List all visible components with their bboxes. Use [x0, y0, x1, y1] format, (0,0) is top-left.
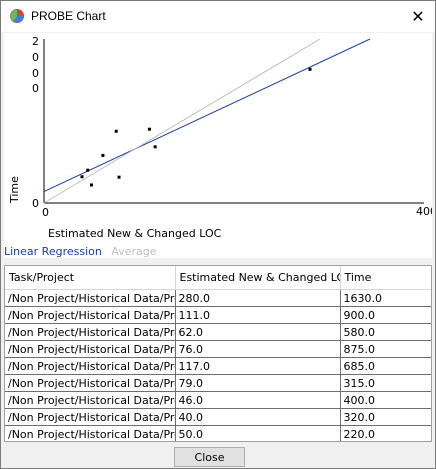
cell-time: 315.0	[340, 374, 431, 392]
cell-time: 875.0	[340, 340, 431, 358]
x-axis-label: Estimated New & Changed LOC	[48, 227, 222, 240]
cell-loc: 111.0	[175, 306, 341, 324]
cell-task-project: /Non Project/Historical Data/Pro...	[5, 340, 176, 358]
linear-regression-line	[43, 38, 371, 192]
data-table: Task/Project Estimated New & Changed LOC…	[5, 266, 431, 441]
x-tick-label: 400	[416, 205, 432, 218]
cell-loc: 46.0	[175, 391, 341, 409]
title-bar: PROBE Chart ✕	[1, 1, 435, 32]
chart-legend: Linear Regression Average	[4, 245, 157, 258]
column-header-loc[interactable]: Estimated New & Changed LOC	[175, 266, 341, 290]
column-header-task-project[interactable]: Task/Project	[5, 266, 176, 290]
x-tick-label: 0	[42, 206, 49, 219]
probe-chart-icon	[10, 9, 24, 23]
y-tick-label: 0	[32, 197, 39, 210]
cell-task-project: /Non Project/Historical Data/Pro...	[5, 289, 176, 307]
cell-task-project: /Non Project/Historical Data/Pro...	[5, 425, 176, 441]
window-title: PROBE Chart	[31, 9, 106, 23]
table-row[interactable]: /Non Project/Historical Data/Pro... 50.0 2…	[5, 425, 431, 441]
cell-loc: 280.0	[175, 289, 341, 307]
cell-task-project: /Non Project/Historical Data/Pro...	[5, 357, 176, 375]
legend-linear-regression[interactable]: Linear Regression	[4, 245, 102, 258]
table-row[interactable]: /Non Project/Historical Data/Pro... 46.0 4…	[5, 391, 431, 409]
button-bar: Close	[1, 442, 435, 468]
y-tick-label: 0	[32, 51, 39, 64]
column-header-time[interactable]: Time	[340, 266, 431, 290]
table-row[interactable]: /Non Project/Historical Data/Pro... 40.0 3…	[5, 408, 431, 426]
cell-time: 580.0	[340, 323, 431, 341]
cell-time: 900.0	[340, 306, 431, 324]
table-row[interactable]: /Non Project/Historical Data/Pro... 280.0…	[5, 289, 431, 307]
legend-average[interactable]: Average	[111, 245, 157, 258]
y-tick-label: 0	[32, 67, 39, 80]
data-point	[117, 175, 121, 179]
cell-task-project: /Non Project/Historical Data/Pro...	[5, 408, 176, 426]
average-line	[43, 38, 321, 204]
cell-loc: 76.0	[175, 340, 341, 358]
close-window-button[interactable]: ✕	[401, 1, 435, 32]
table-row[interactable]: /Non Project/Historical Data/Pro... 76.0 8…	[5, 340, 431, 358]
data-point	[90, 183, 93, 187]
cell-time: 220.0	[340, 425, 431, 441]
close-button[interactable]: Close	[174, 447, 245, 467]
cell-time: 400.0	[340, 391, 431, 409]
table-row[interactable]: /Non Project/Historical Data/Pro... 79.0 3…	[5, 374, 431, 392]
cell-loc: 79.0	[175, 374, 341, 392]
cell-time: 1630.0	[340, 289, 431, 307]
data-point	[80, 175, 84, 179]
cell-task-project: /Non Project/Historical Data/Pro...	[5, 391, 176, 409]
splitter[interactable]	[4, 260, 432, 264]
cell-task-project: /Non Project/Historical Data/Pro...	[5, 323, 176, 341]
data-table-container: Task/Project Estimated New & Changed LOC…	[4, 265, 432, 442]
cell-loc: 40.0	[175, 408, 341, 426]
cell-loc: 117.0	[175, 357, 341, 375]
table-row[interactable]: /Non Project/Historical Data/Pro... 117.0…	[5, 357, 431, 375]
cell-time: 320.0	[340, 408, 431, 426]
cell-time: 685.0	[340, 357, 431, 375]
y-axis-label: Time	[8, 176, 21, 204]
table-body: /Non Project/Historical Data/Pro... 280.0…	[5, 289, 431, 441]
data-point	[153, 145, 157, 149]
cell-task-project: /Non Project/Historical Data/Pro...	[5, 374, 176, 392]
cell-loc: 50.0	[175, 425, 341, 441]
data-point	[86, 168, 90, 172]
cell-loc: 62.0	[175, 323, 341, 341]
cell-task-project: /Non Project/Historical Data/Pro...	[5, 306, 176, 324]
data-point	[114, 129, 118, 133]
data-point	[147, 127, 151, 131]
data-point	[308, 67, 312, 71]
y-tick-label: 2	[32, 35, 39, 48]
table-row[interactable]: /Non Project/Historical Data/Pro... 62.0 5…	[5, 323, 431, 341]
y-tick-label: 0	[32, 82, 39, 95]
table-row[interactable]: /Non Project/Historical Data/Pro... 111.0…	[5, 306, 431, 324]
data-point	[101, 153, 105, 157]
table-header-row: Task/Project Estimated New & Changed LOC…	[5, 266, 431, 290]
close-icon: ✕	[411, 7, 425, 26]
